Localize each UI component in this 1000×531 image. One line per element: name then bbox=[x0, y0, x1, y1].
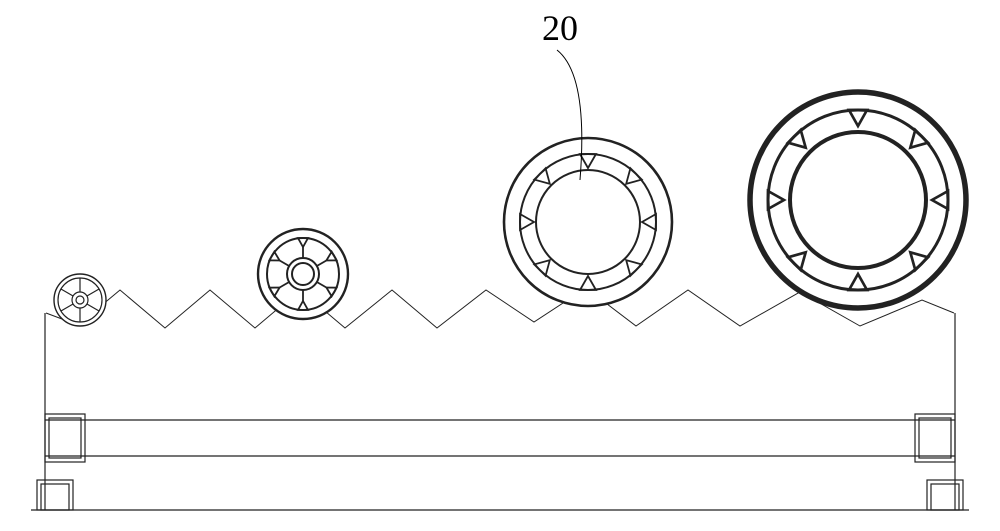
wheel-1 bbox=[258, 229, 348, 319]
figure: 20 bbox=[0, 0, 1000, 531]
wheel-0 bbox=[54, 274, 106, 326]
callout-label: 20 bbox=[542, 8, 578, 48]
wheel-2 bbox=[504, 138, 672, 306]
base bbox=[31, 313, 969, 510]
wheel-3 bbox=[750, 92, 966, 308]
